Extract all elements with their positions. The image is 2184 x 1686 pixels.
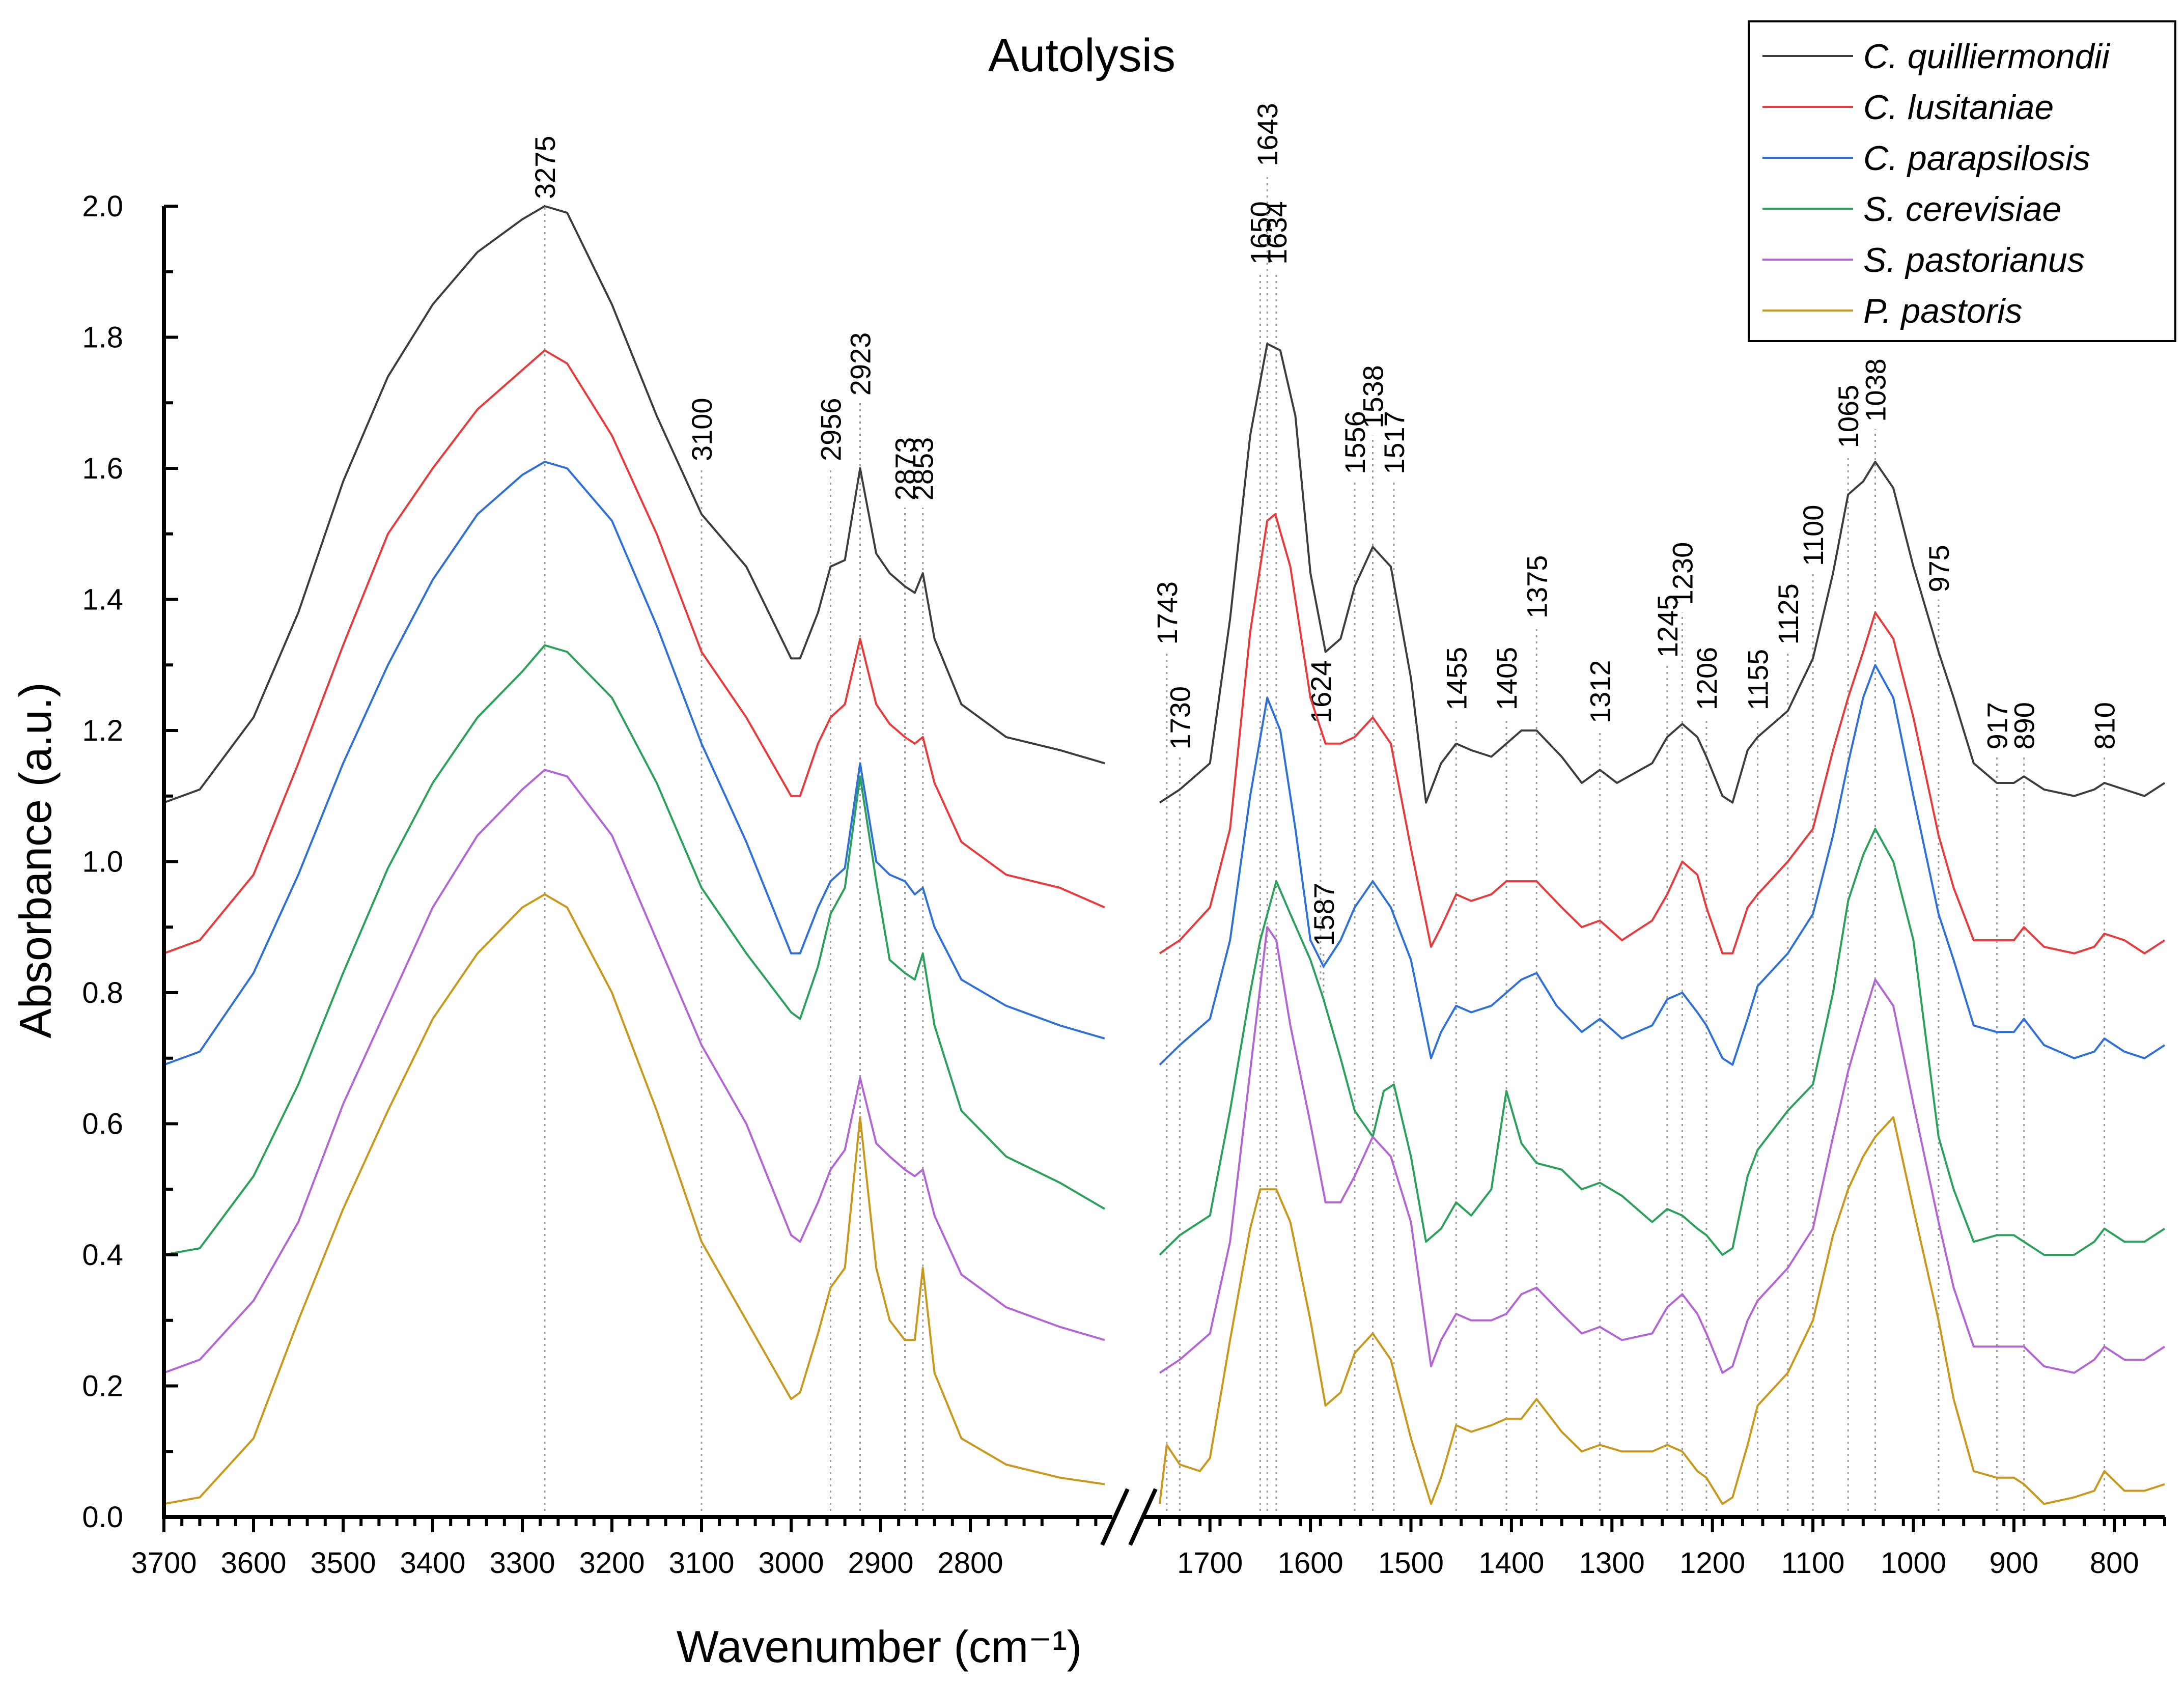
x-axis-title: Wavenumber (cm⁻¹): [677, 1621, 1082, 1672]
x-tick-label-left: 2900: [848, 1547, 913, 1580]
series-line: [163, 893, 1105, 1505]
y-axis-title: Absorbance (a.u.): [10, 682, 61, 1038]
peak-marker-label: 1230: [1666, 542, 1698, 606]
y-tick-label: 1.2: [82, 714, 123, 747]
peak-marker-label: 917: [1981, 702, 2013, 749]
x-tick-label-right: 1400: [1478, 1547, 1544, 1580]
y-tick-label: 1.4: [82, 583, 123, 616]
peak-marker-label: 1730: [1164, 686, 1196, 750]
peak-marker-label: 2853: [907, 437, 939, 501]
x-tick-label-left: 2800: [937, 1547, 1003, 1580]
axis-break-marks: [1100, 1488, 1158, 1546]
series-line: [163, 769, 1105, 1374]
y-tick-label: 0.0: [82, 1501, 123, 1534]
y-tick-label: 0.6: [82, 1108, 123, 1141]
series-line: [163, 349, 1105, 954]
peak-marker-label: 1375: [1521, 555, 1553, 619]
peak-marker-label: 1587: [1308, 883, 1340, 946]
legend-box: [1748, 20, 2176, 342]
x-tick-label-right: 1300: [1579, 1547, 1645, 1580]
series-line: [1159, 664, 2166, 1066]
y-tick-label: 1.8: [82, 321, 123, 354]
series-line: [1159, 926, 2166, 1374]
x-tick-label-right: 1200: [1679, 1547, 1745, 1580]
peak-marker-label: 1405: [1491, 647, 1523, 711]
x-tick-label-right: 1100: [1781, 1547, 1845, 1580]
legend: C. quilliermondii C. lusitaniae C. parapsi…: [1748, 20, 2176, 342]
series-layer: [163, 205, 2166, 1505]
peak-marker-label: 2956: [815, 398, 847, 461]
series-line: [163, 644, 1106, 1256]
tick-layer: 0.0 0.2 0.4 0.6 0.8 1.0 1.2 1.4 1.6 1.8 2.0 3700 360…: [82, 190, 2166, 1580]
y-tick-label: 2.0: [82, 190, 123, 223]
peak-marker-label: 1206: [1691, 647, 1723, 711]
peak-marker-label: 810: [2089, 702, 2121, 749]
peak-marker-label: 2873: [889, 437, 921, 501]
legend-label: C. lusitaniae: [1863, 88, 2054, 127]
x-tick-label-left: 3700: [131, 1547, 197, 1580]
peak-marker-label: 1643: [1251, 103, 1283, 166]
y-tick-label: 1.0: [82, 846, 123, 879]
x-tick-label-left: 3100: [668, 1547, 734, 1580]
peak-marker-label: 3100: [686, 398, 718, 461]
peak-marker-label: 1556: [1339, 411, 1371, 474]
peak-marker-label: 890: [2008, 702, 2040, 749]
series-line: [1159, 343, 2166, 804]
y-tick-label: 1.6: [82, 452, 123, 485]
x-tick-label-right: 1000: [1881, 1547, 1946, 1580]
x-tick-label-left: 3600: [220, 1547, 286, 1580]
x-tick-label-right: 900: [1990, 1547, 2039, 1580]
series-line: [163, 205, 1105, 804]
peak-marker-label: 1065: [1832, 385, 1864, 448]
peak-marker-label: 1634: [1261, 201, 1293, 265]
chart-title: Autolysis: [988, 30, 1175, 81]
peak-marker-label: 975: [1923, 545, 1955, 592]
legend-label: S. pastorianus: [1863, 241, 2085, 279]
peak-marker-label: 1650: [1244, 201, 1276, 265]
x-tick-label-right: 800: [2090, 1547, 2139, 1580]
series-line: [1159, 513, 2166, 954]
x-tick-label-left: 3500: [310, 1547, 376, 1580]
legend-label: C. parapsilosis: [1863, 139, 2090, 178]
peak-marker-label: 1245: [1651, 595, 1684, 658]
y-tick-label: 0.4: [82, 1239, 123, 1272]
x-tick-label-left: 3200: [579, 1547, 645, 1580]
legend-label: C. quilliermondii: [1863, 37, 2111, 76]
legend-label: P. pastoris: [1863, 292, 2022, 330]
peak-marker-label: 1743: [1151, 581, 1183, 645]
peak-marker-label: 1312: [1584, 660, 1616, 723]
legend-label: S. cerevisiae: [1863, 190, 2061, 229]
x-tick-label-left: 3300: [489, 1547, 555, 1580]
peak-marker-label: 2923: [845, 332, 877, 396]
series-line: [1159, 828, 2166, 1256]
peak-marker-label: 1125: [1772, 583, 1804, 644]
peak-marker-label: 1038: [1859, 358, 1891, 422]
peak-marker-label: 1100: [1797, 505, 1829, 566]
series-line: [163, 461, 1105, 1066]
x-tick-label-right: 1600: [1278, 1547, 1343, 1580]
peak-marker-label: 1538: [1357, 365, 1389, 429]
x-tick-label-right: 1500: [1378, 1547, 1444, 1580]
y-tick-label: 0.8: [82, 976, 123, 1009]
x-tick-label-right: 1700: [1177, 1547, 1243, 1580]
x-tick-label-left: 3000: [758, 1547, 824, 1580]
y-tick-label: 0.2: [82, 1370, 123, 1403]
axis-break-mark: [1128, 1488, 1158, 1546]
peak-marker-label: 1155: [1742, 649, 1774, 710]
series-line: [1159, 1116, 2165, 1505]
peak-marker-label: 1517: [1378, 411, 1410, 474]
peak-marker-label: 1455: [1440, 647, 1472, 711]
axis-break-mark: [1100, 1488, 1130, 1546]
x-tick-label-left: 3400: [400, 1547, 465, 1580]
peak-marker-label: 3275: [529, 135, 561, 199]
